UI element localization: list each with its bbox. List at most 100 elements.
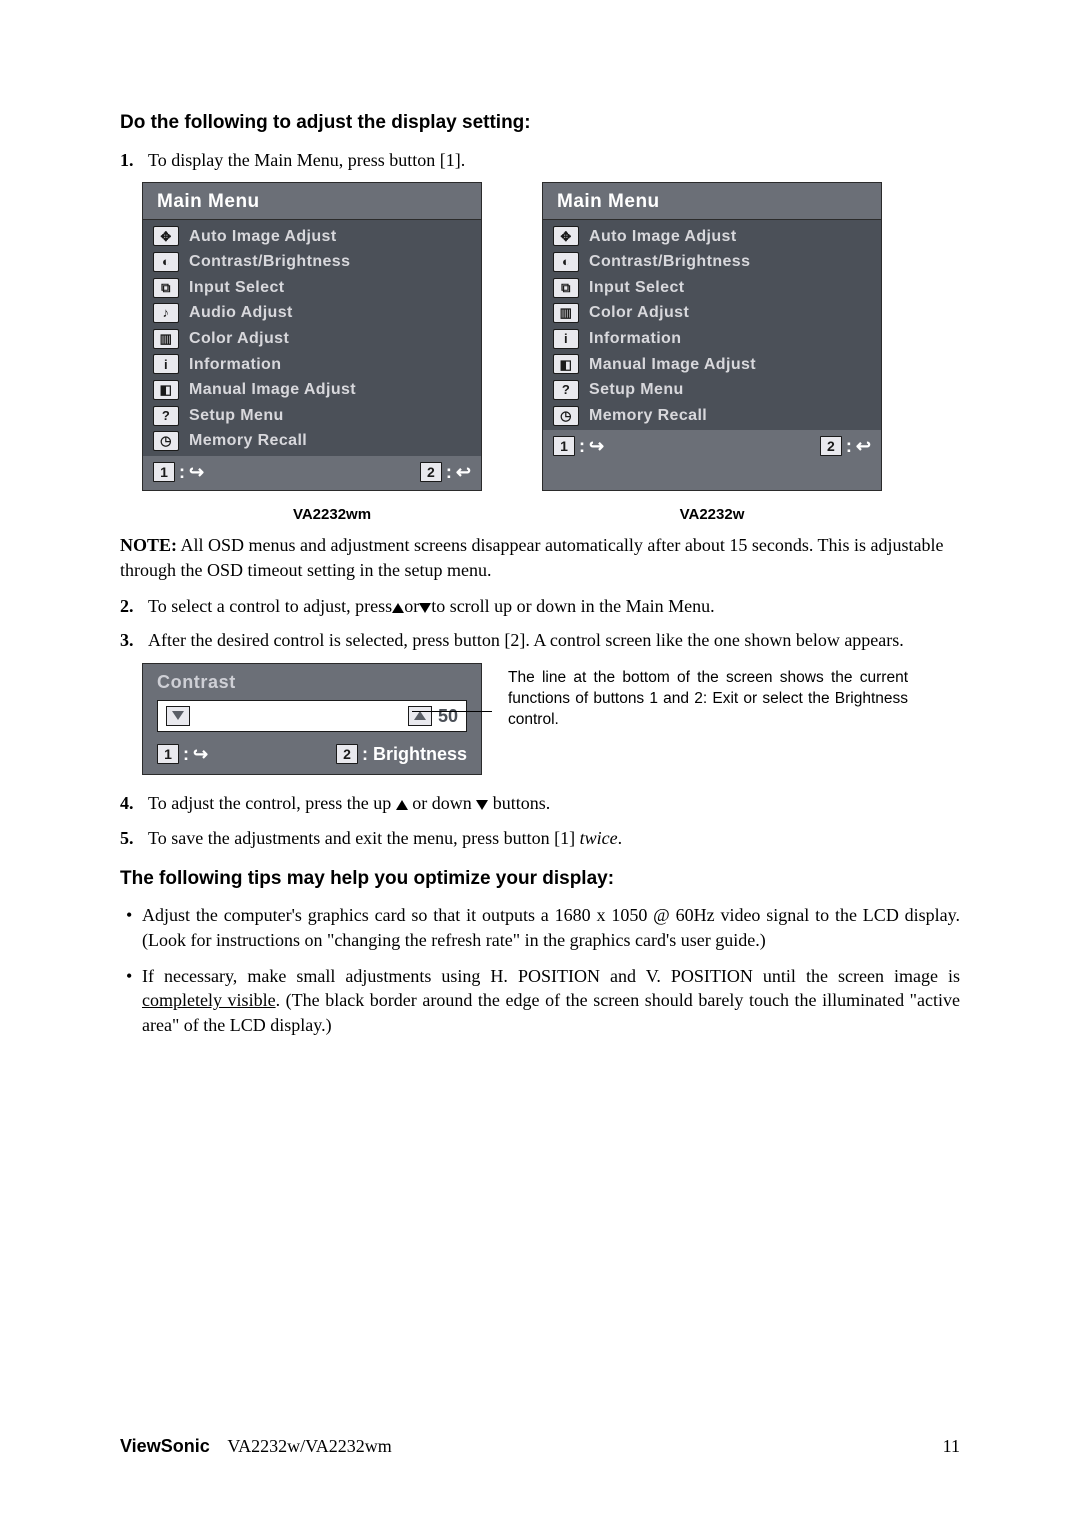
step-2-b: or <box>404 596 419 616</box>
triangle-up-icon <box>392 603 404 613</box>
menu-item-label: Memory Recall <box>589 405 707 427</box>
menu-item-icon: ◐ <box>553 252 579 272</box>
menu-item: iInformation <box>551 326 873 352</box>
menu-item-label: Setup Menu <box>189 405 284 427</box>
menu-left-foot: 1:↪ 2:↩ <box>143 456 481 490</box>
page-footer: ViewSonic VA2232w/VA2232wm 11 <box>120 1434 960 1458</box>
menu-item-icon: ▥ <box>553 303 579 323</box>
menu-item: ◐ Contrast/Brightness <box>551 249 873 275</box>
slider-down-icon <box>166 706 190 726</box>
menu-item: ◷ Memory Recall <box>151 428 473 454</box>
footer-page-number: 11 <box>943 1434 960 1458</box>
menu-right-list: ✥ Auto Image Adjust ◐ Contrast/Brightness⧉I… <box>543 219 881 431</box>
step-3-num: 3. <box>120 628 134 652</box>
exit-icon: ↪ <box>193 742 208 766</box>
menu-item: ◧ Manual Image Adjust <box>151 377 473 403</box>
step-5-a: To save the adjustments and exit the men… <box>148 828 580 848</box>
step-3: 3. After the desired control is selected… <box>120 628 960 652</box>
step-1-num: 1. <box>120 148 134 172</box>
main-menu-left: Main Menu ✥ Auto Image Adjust ◐ Contrast/Br… <box>142 182 482 491</box>
menu-item: ◐ Contrast/Brightness <box>151 249 473 275</box>
tip-2: If necessary, make small adjustments usi… <box>120 964 960 1037</box>
step-3-text: After the desired control is selected, p… <box>148 630 904 650</box>
contrast-row: Contrast 50 1:↪ 2: Brightness The line a… <box>142 663 960 776</box>
enter-icon: ↩ <box>456 460 471 484</box>
heading-adjust: Do the following to adjust the display s… <box>120 110 960 136</box>
step-5-num: 5. <box>120 826 134 850</box>
menu-item-icon: ◷ <box>553 406 579 426</box>
tip-1: Adjust the computer's graphics card so t… <box>120 903 960 952</box>
step-5: 5. To save the adjustments and exit the … <box>120 826 960 850</box>
key-1-icon: 1 <box>157 744 179 764</box>
footer-brand: ViewSonic <box>120 1436 210 1456</box>
menu-item-label: Auto Image Adjust <box>589 226 737 248</box>
tip-2-a: If necessary, make small adjustments usi… <box>142 966 960 986</box>
menu-right-foot: 1:↪ 2:↩ <box>543 430 881 464</box>
exit-icon: ↪ <box>189 460 204 484</box>
step-4-b: or down <box>408 793 477 813</box>
step-5-twice: twice <box>580 828 618 848</box>
menu-item: ⧉Input Select <box>551 275 873 301</box>
menu-item-label: Color Adjust <box>589 302 689 324</box>
key-2-icon: 2 <box>820 436 842 456</box>
menu-left-list: ✥ Auto Image Adjust ◐ Contrast/Brightness⧉I… <box>143 219 481 456</box>
menu-item-icon: ⧉ <box>153 278 179 298</box>
menu-item: ✥ Auto Image Adjust <box>151 224 473 250</box>
step-2-a: To select a control to adjust, press <box>148 596 392 616</box>
menu-item: ⧉Input Select <box>151 275 473 301</box>
step-2-c: to scroll up or down in the Main Menu. <box>431 596 714 616</box>
menu-item-icon: ✥ <box>153 226 179 246</box>
captions-row: VA2232wm VA2232w <box>142 499 902 525</box>
slider-up-icon <box>408 706 432 726</box>
annotation-text: The line at the bottom of the screen sho… <box>508 668 908 731</box>
step-2: 2. To select a control to adjust, press o… <box>120 594 960 618</box>
menu-title-left: Main Menu <box>143 183 481 219</box>
contrast-foot: 1:↪ 2: Brightness <box>143 738 481 774</box>
exit-icon: ↪ <box>589 434 604 458</box>
menu-item-label: Contrast/Brightness <box>189 251 350 273</box>
step-4: 4. To adjust the control, press the up o… <box>120 791 960 815</box>
note-paragraph: NOTE: All OSD menus and adjustment scree… <box>120 533 960 582</box>
tip-2-underline: completely visible <box>142 990 276 1010</box>
contrast-value: 50 <box>438 704 458 728</box>
menu-item-icon: ♪ <box>153 303 179 323</box>
menu-title-right: Main Menu <box>543 183 881 219</box>
key-1-icon: 1 <box>153 462 175 482</box>
step-4-num: 4. <box>120 791 134 815</box>
step-1-text: To display the Main Menu, press button [… <box>148 150 465 170</box>
footer-model: VA2232w/VA2232wm <box>227 1436 391 1456</box>
triangle-up-icon <box>396 800 408 810</box>
menu-item-icon: ✥ <box>553 226 579 246</box>
menu-item-label: Audio Adjust <box>189 302 293 324</box>
menu-item-icon: i <box>153 354 179 374</box>
main-menus-row: Main Menu ✥ Auto Image Adjust ◐ Contrast/Br… <box>142 182 960 491</box>
menu-item: ▥ Color Adjust <box>551 300 873 326</box>
menu-item: ◧Manual Image Adjust <box>551 352 873 378</box>
caption-left: VA2232wm <box>142 505 522 525</box>
menu-item-label: Contrast/Brightness <box>589 251 750 273</box>
key-2-icon: 2 <box>420 462 442 482</box>
menu-item: ✥ Auto Image Adjust <box>551 224 873 250</box>
menu-item-label: Memory Recall <box>189 430 307 452</box>
menu-item-icon: ◧ <box>153 380 179 400</box>
note-label: NOTE: <box>120 535 177 555</box>
menu-item-icon: ◷ <box>153 431 179 451</box>
menu-item-label: Information <box>589 328 681 350</box>
step-4-c: buttons. <box>488 793 550 813</box>
menu-item-label: Color Adjust <box>189 328 289 350</box>
contrast-title: Contrast <box>143 664 481 700</box>
key-2-icon: 2 <box>336 744 358 764</box>
caption-right: VA2232w <box>522 505 902 525</box>
menu-item-label: Input Select <box>589 277 684 299</box>
step-1: 1. To display the Main Menu, press butto… <box>120 148 960 172</box>
menu-item-label: Manual Image Adjust <box>189 379 356 401</box>
menu-item-icon: ◐ <box>153 252 179 272</box>
menu-item-icon: ▥ <box>153 329 179 349</box>
menu-item-label: Auto Image Adjust <box>189 226 337 248</box>
contrast-box: Contrast 50 1:↪ 2: Brightness <box>142 663 482 776</box>
menu-item: ◷ Memory Recall <box>551 403 873 429</box>
menu-item-label: Setup Menu <box>589 379 684 401</box>
step-2-num: 2. <box>120 594 134 618</box>
menu-item: ♪ Audio Adjust <box>151 300 473 326</box>
enter-icon: ↩ <box>856 434 871 458</box>
